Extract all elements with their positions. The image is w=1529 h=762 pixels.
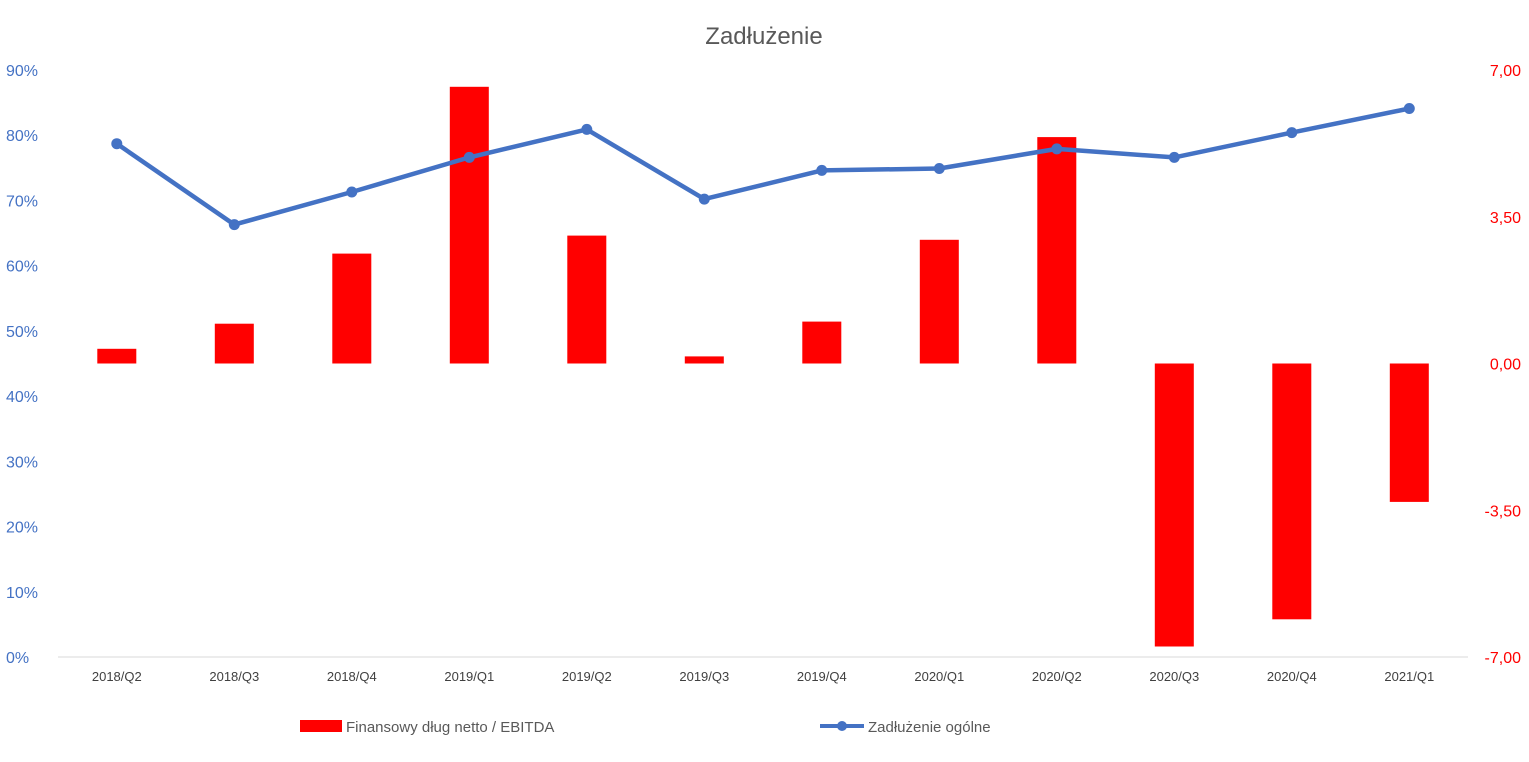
- left-axis: 0% 10% 20% 30% 40% 50% 60% 70% 80% 90%: [6, 63, 38, 667]
- line-point-2021/Q1: [1403, 103, 1415, 114]
- line-point-2020/Q1: [933, 163, 945, 174]
- x-tick-label: 2020/Q4: [1267, 669, 1317, 684]
- right-tick-label: -3,50: [1485, 503, 1522, 520]
- left-tick-label: 20%: [6, 520, 38, 537]
- left-tick-label: 30%: [6, 454, 38, 471]
- right-tick-label: 7,00: [1490, 63, 1521, 80]
- line-series: [111, 103, 1415, 231]
- left-tick-label: 40%: [6, 389, 38, 406]
- x-tick-label: 2020/Q3: [1149, 669, 1199, 684]
- right-tick-label: -7,00: [1485, 650, 1522, 667]
- bar-2020/Q4: [1272, 363, 1312, 620]
- bar-2019/Q2: [567, 235, 607, 364]
- left-tick-label: 70%: [6, 193, 38, 210]
- bar-2020/Q2: [1037, 137, 1077, 364]
- bar-2020/Q3: [1154, 363, 1194, 647]
- bar-2021/Q1: [1389, 363, 1429, 502]
- bar-2018/Q2: [97, 348, 137, 364]
- legend-swatch-bar: [300, 720, 342, 732]
- right-tick-label: 0,00: [1490, 357, 1521, 374]
- left-tick-label: 90%: [6, 63, 38, 80]
- left-tick-label: 10%: [6, 585, 38, 602]
- left-tick-label: 80%: [6, 128, 38, 145]
- legend-swatch-marker: [837, 721, 847, 731]
- x-tick-label: 2019/Q4: [797, 669, 847, 684]
- bar-2018/Q4: [332, 253, 372, 364]
- bar-series: [97, 86, 1429, 647]
- x-tick-label: 2018/Q3: [209, 669, 259, 684]
- x-tick-label: 2018/Q2: [92, 669, 142, 684]
- line-point-2020/Q2: [1051, 143, 1063, 155]
- x-tick-label: 2019/Q1: [444, 669, 494, 684]
- line-point-2019/Q1: [463, 151, 475, 163]
- bar-2018/Q3: [214, 323, 254, 364]
- line-path: [114, 106, 1412, 227]
- line-point-2018/Q2: [111, 138, 123, 150]
- chart-title: Zadłużenie: [705, 23, 822, 50]
- bar-2019/Q4: [802, 321, 842, 364]
- x-tick-label: 2021/Q1: [1384, 669, 1434, 684]
- legend: Finansowy dług netto / EBITDA Zadłużenie…: [300, 719, 991, 736]
- bar-2019/Q1: [449, 86, 489, 364]
- x-tick-label: 2020/Q2: [1032, 669, 1082, 684]
- x-tick-label: 2018/Q4: [327, 669, 377, 684]
- bar-2019/Q3: [684, 356, 724, 364]
- bar-2020/Q1: [919, 239, 959, 364]
- x-tick-label: 2020/Q1: [914, 669, 964, 684]
- line-point-2019/Q2: [581, 123, 593, 135]
- right-axis: 7,00 3,50 0,00 -3,50 -7,00: [1485, 63, 1522, 667]
- line-point-2020/Q4: [1286, 127, 1298, 139]
- legend-label-line: Zadłużenie ogólne: [868, 719, 991, 736]
- left-tick-label: 50%: [6, 324, 38, 341]
- x-axis: 2018/Q2 2018/Q3 2018/Q4 2019/Q1 2019/Q2 2019/…: [92, 669, 1434, 684]
- left-tick-label: 0%: [6, 650, 29, 667]
- legend-label-bar: Finansowy dług netto / EBITDA: [346, 719, 554, 736]
- line-point-2018/Q4: [346, 186, 358, 198]
- line-point-2020/Q3: [1168, 151, 1180, 163]
- x-tick-label: 2019/Q2: [562, 669, 612, 684]
- right-tick-label: 3,50: [1490, 210, 1521, 227]
- x-tick-label: 2019/Q3: [679, 669, 729, 684]
- line-point-2018/Q3: [228, 219, 240, 231]
- line-point-2019/Q4: [816, 164, 828, 176]
- left-tick-label: 60%: [6, 259, 38, 276]
- line-point-2019/Q3: [698, 193, 710, 205]
